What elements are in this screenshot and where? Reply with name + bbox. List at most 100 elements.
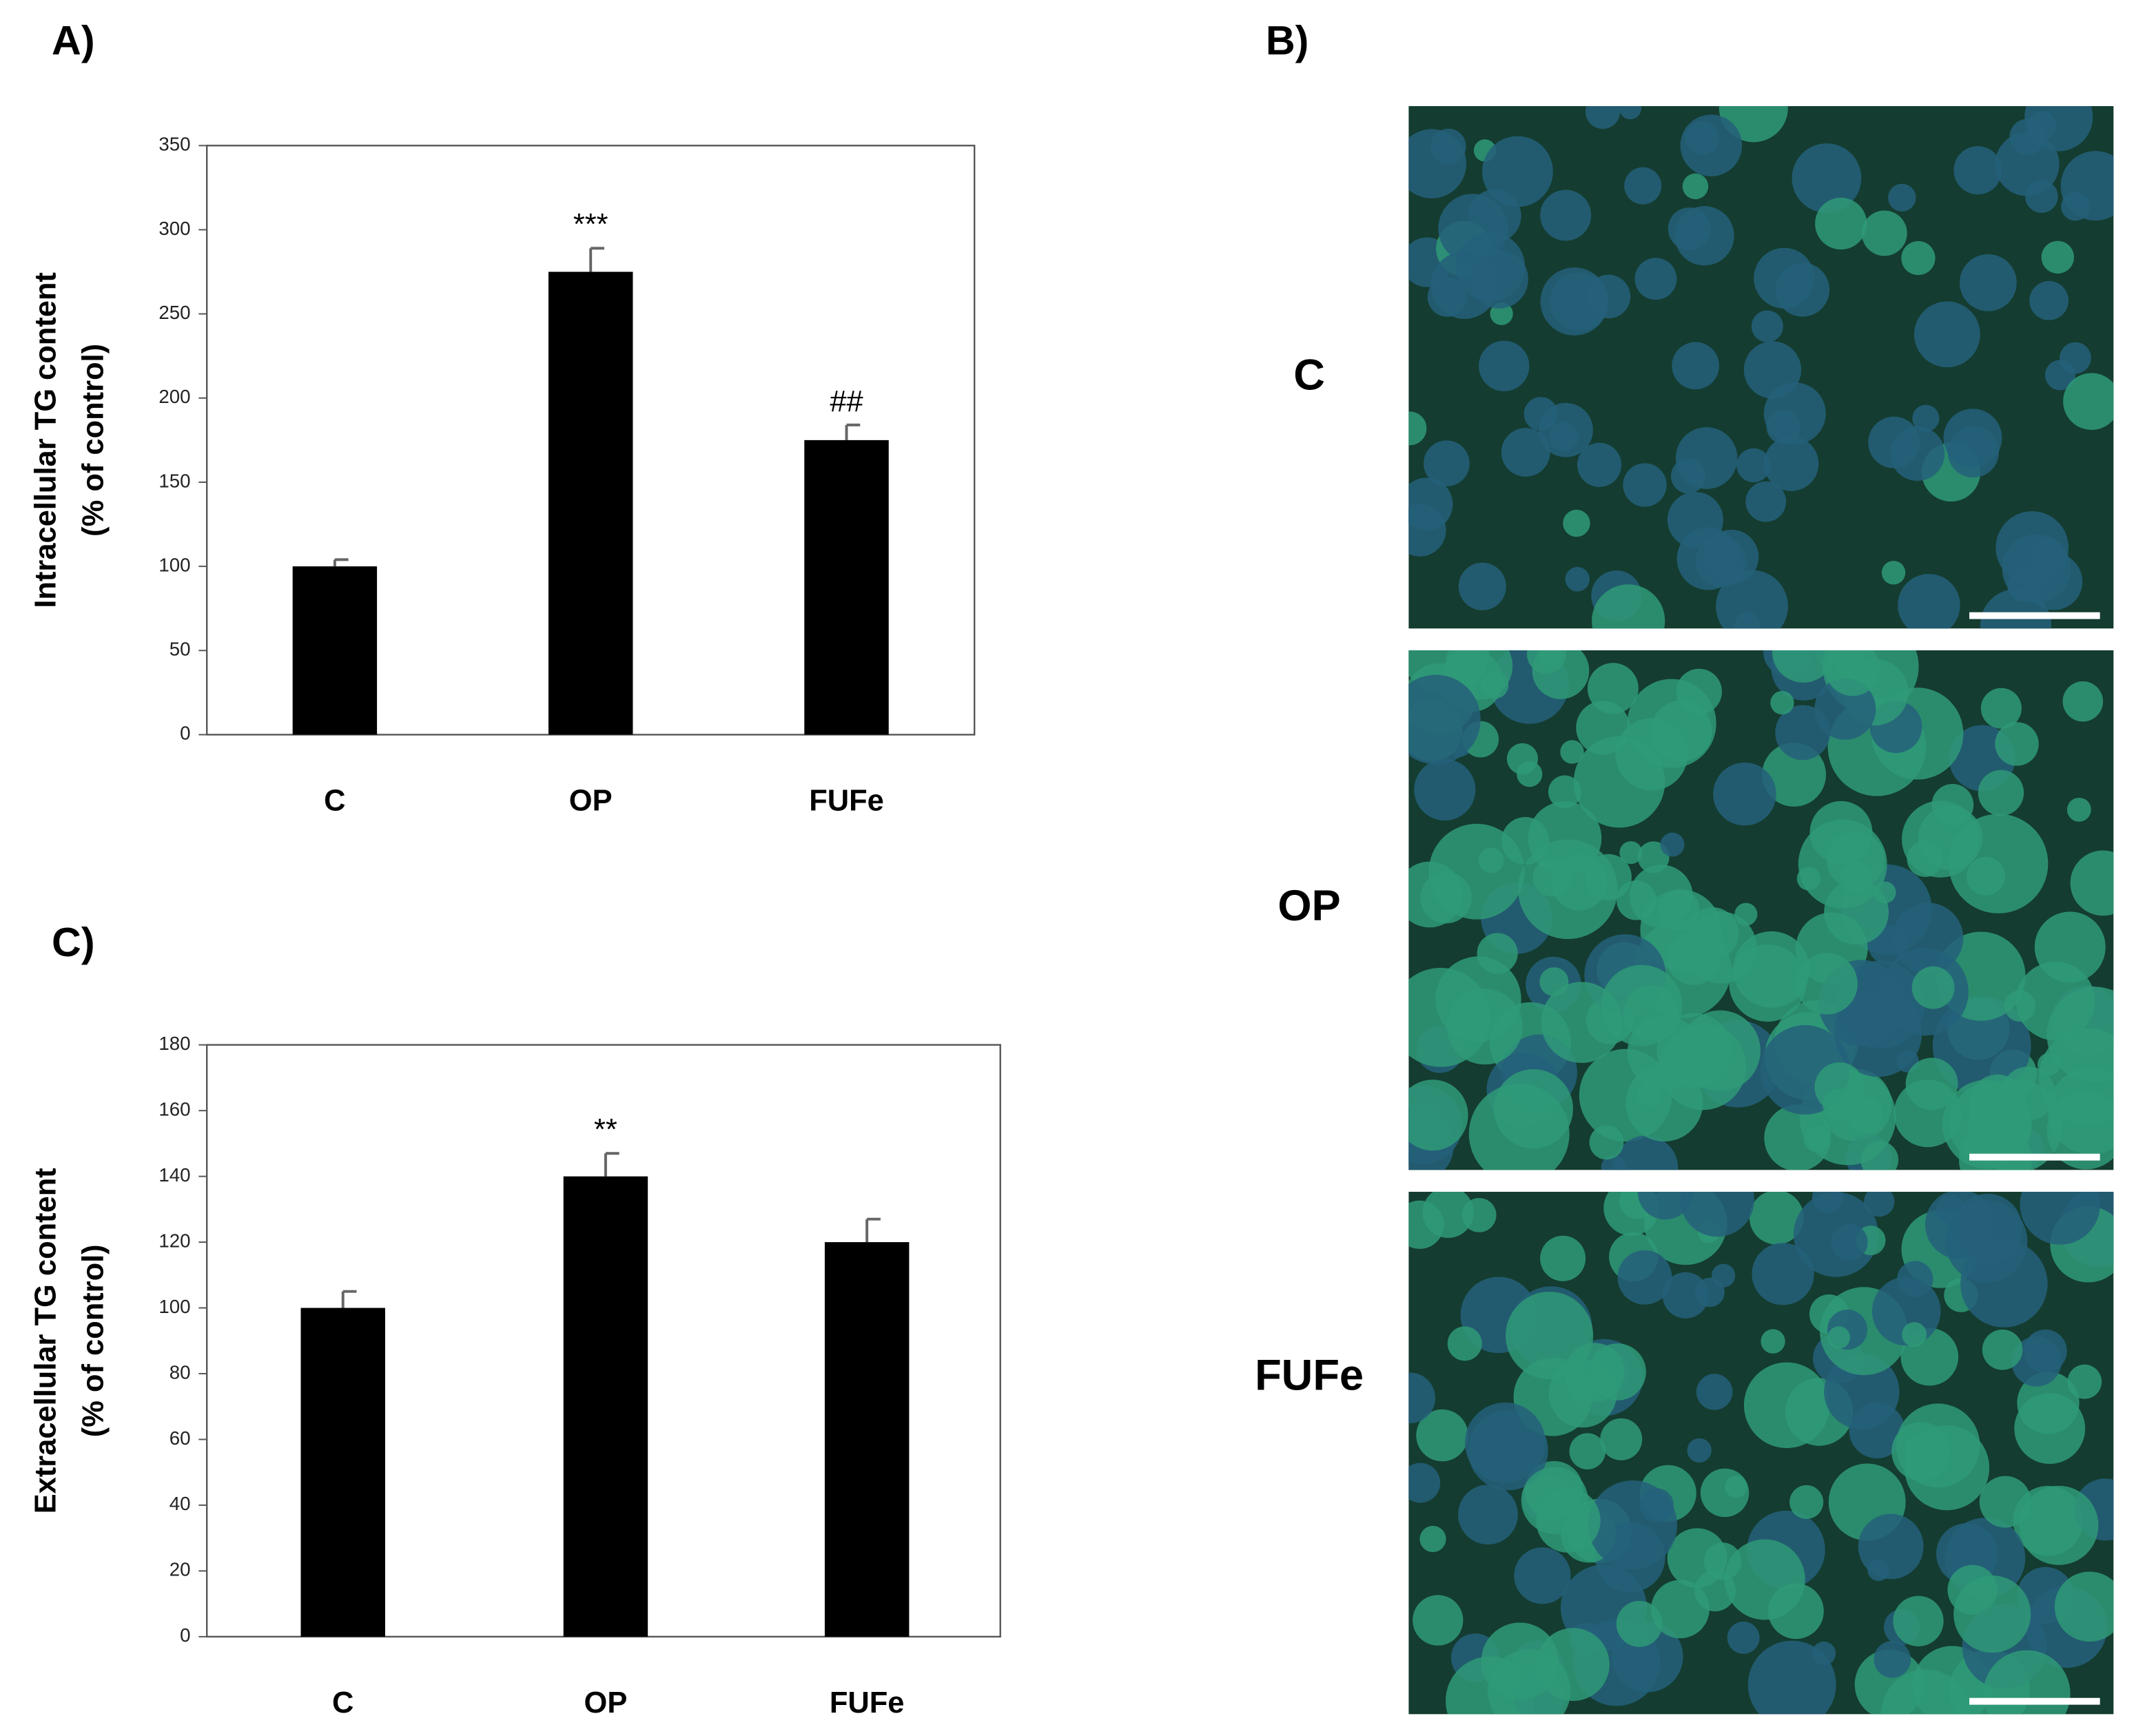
y-tick-label: 80 bbox=[170, 1361, 191, 1383]
cell-cluster bbox=[1911, 966, 1955, 1009]
cell-cluster bbox=[1616, 1600, 1663, 1647]
cell-cluster bbox=[1752, 1243, 1814, 1305]
cell-cluster bbox=[2041, 240, 2075, 274]
x-tick-label: C bbox=[332, 1686, 353, 1719]
cell-cluster bbox=[1979, 1476, 2031, 1528]
panel-label: C) bbox=[52, 919, 95, 965]
cell-cluster bbox=[1888, 183, 1916, 212]
cell-cluster bbox=[1751, 310, 1783, 342]
y-tick-label: 40 bbox=[170, 1493, 191, 1514]
cell-cluster bbox=[1907, 840, 1943, 877]
cell-cluster bbox=[1573, 736, 1665, 828]
cell-cluster bbox=[1662, 1272, 1709, 1319]
cell-cluster bbox=[2062, 681, 2104, 722]
cell-cluster bbox=[1563, 509, 1590, 537]
cell-cluster bbox=[1695, 1277, 1725, 1308]
cell-cluster bbox=[1539, 967, 1569, 997]
cell-cluster bbox=[1831, 1223, 1868, 1261]
cell-cluster bbox=[1627, 679, 1716, 768]
cell-cluster bbox=[1953, 1575, 2031, 1653]
y-tick-label: 180 bbox=[158, 1033, 190, 1054]
cell-cluster bbox=[1925, 1192, 1995, 1259]
panel-label: A) bbox=[52, 17, 95, 63]
cell-cluster bbox=[1792, 143, 1862, 213]
y-tick-label: 350 bbox=[158, 134, 190, 155]
cell-cluster bbox=[1700, 1468, 1750, 1518]
micrograph bbox=[1408, 106, 2114, 629]
bar bbox=[563, 1176, 648, 1637]
cell-cluster bbox=[1660, 832, 1685, 857]
cell-cluster bbox=[2014, 1393, 2086, 1465]
cell-cluster bbox=[1413, 1595, 1464, 1646]
cell-cluster bbox=[1617, 1250, 1672, 1305]
cell-cluster bbox=[1469, 249, 1528, 309]
x-tick-label: C bbox=[324, 785, 345, 818]
y-tick-label: 50 bbox=[170, 639, 191, 660]
cell-cluster bbox=[1995, 132, 2060, 196]
y-tick-label: 300 bbox=[158, 218, 190, 239]
cell-cluster bbox=[1408, 1372, 1436, 1424]
cell-cluster bbox=[1619, 106, 1642, 120]
cell-cluster bbox=[1481, 1622, 1559, 1700]
cell-cluster bbox=[1874, 1641, 1911, 1678]
cell-cluster bbox=[1959, 254, 2017, 311]
x-tick-label: FUFe bbox=[809, 785, 884, 818]
cell-cluster bbox=[2067, 1364, 2102, 1399]
cell-cluster bbox=[1948, 814, 2049, 913]
significance-mark: *** bbox=[573, 208, 608, 241]
cell-cluster bbox=[1768, 1583, 1824, 1640]
cell-cluster bbox=[1532, 650, 1590, 699]
cell-cluster bbox=[1912, 404, 1940, 432]
cell-cluster bbox=[1685, 121, 1719, 155]
cell-cluster bbox=[1639, 1488, 1674, 1522]
cell-cluster bbox=[1482, 136, 1553, 207]
cell-cluster bbox=[1589, 1125, 1624, 1160]
cell-cluster bbox=[1585, 106, 1621, 130]
cell-cluster bbox=[1565, 566, 1590, 592]
cell-cluster bbox=[1905, 1057, 1958, 1110]
cell-cluster bbox=[1539, 402, 1593, 457]
cell-cluster bbox=[1408, 1200, 1444, 1249]
y-tick-label: 200 bbox=[158, 386, 190, 407]
cell-cluster bbox=[2060, 151, 2114, 221]
cell-cluster bbox=[1634, 258, 1677, 300]
micrograph bbox=[1408, 650, 2114, 1170]
cell-cluster bbox=[1479, 340, 1530, 392]
x-tick-label: FUFe bbox=[830, 1686, 905, 1719]
bar bbox=[300, 1308, 385, 1637]
cell-cluster bbox=[1435, 956, 1521, 1042]
cell-cluster bbox=[1847, 1097, 1884, 1134]
cell-cluster bbox=[1953, 146, 2002, 195]
cell-cluster bbox=[1727, 1621, 1760, 1654]
cell-cluster bbox=[1770, 690, 1794, 715]
y-tick-label: 160 bbox=[158, 1098, 190, 1119]
image-label: C bbox=[1293, 351, 1325, 400]
cell-cluster bbox=[1540, 1235, 1586, 1281]
cell-cluster bbox=[1447, 1326, 1482, 1361]
x-tick-label: OP bbox=[569, 785, 613, 818]
cell-cluster bbox=[1980, 688, 2022, 729]
bar bbox=[548, 271, 633, 735]
bar bbox=[804, 440, 889, 735]
cell-cluster bbox=[1577, 442, 1622, 487]
cell-cluster bbox=[1408, 1463, 1441, 1503]
cell-cluster bbox=[1675, 427, 1738, 489]
cell-cluster bbox=[2063, 373, 2114, 431]
cell-cluster bbox=[1942, 1079, 2032, 1169]
y-tick-label: 0 bbox=[180, 1624, 190, 1646]
cell-cluster bbox=[1827, 1326, 1851, 1350]
cell-cluster bbox=[1858, 1513, 1924, 1580]
y-tick-label: 250 bbox=[158, 302, 190, 323]
cell-cluster bbox=[2039, 1028, 2114, 1126]
y-tick-label: 100 bbox=[158, 554, 190, 575]
cell-cluster bbox=[1809, 800, 1873, 864]
cell-cluster bbox=[1864, 1192, 1895, 1217]
cell-cluster bbox=[1419, 1525, 1446, 1553]
panel-label: B) bbox=[1266, 17, 1309, 63]
cell-cluster bbox=[1464, 1402, 1546, 1483]
cell-cluster bbox=[1745, 481, 1787, 522]
y-axis-label: (% of control) bbox=[77, 344, 110, 537]
cell-cluster bbox=[1803, 1126, 1830, 1153]
micrograph bbox=[1408, 1192, 2114, 1715]
